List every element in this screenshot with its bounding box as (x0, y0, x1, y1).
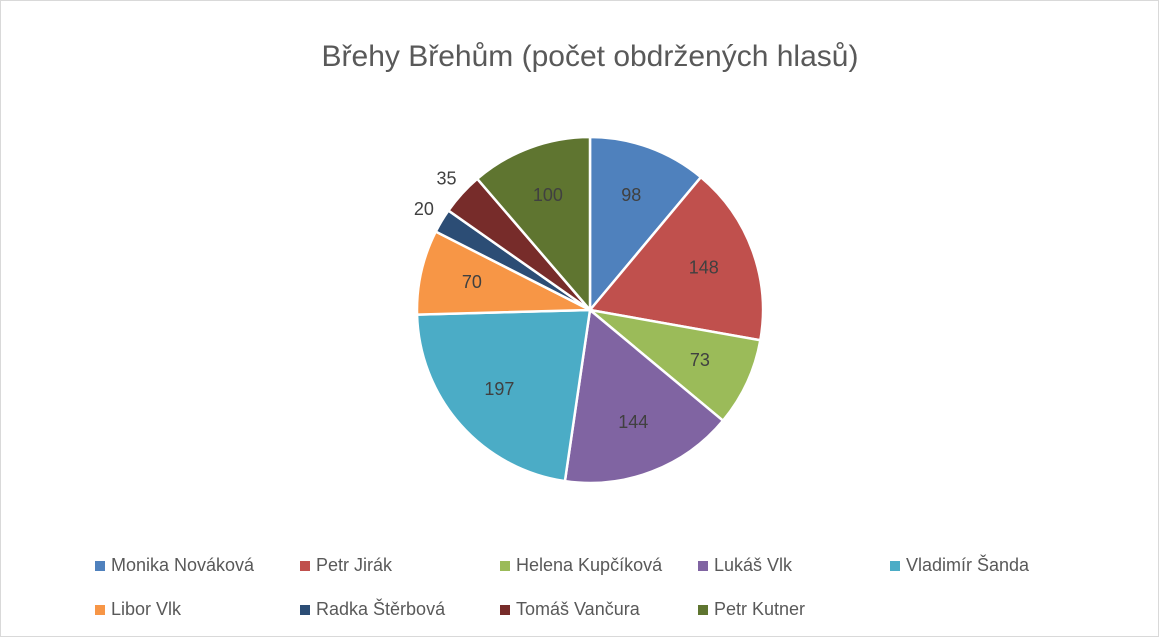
legend-label: Monika Nováková (111, 555, 255, 575)
pie-slice (415, 308, 592, 483)
legend-label: Petr Kutner (714, 599, 805, 619)
pie-slice (585, 307, 762, 423)
data-label: 70 (462, 272, 482, 292)
legend-swatch (95, 605, 105, 615)
legend-swatch (500, 605, 510, 615)
legend-label: Vladimír Šanda (906, 554, 1030, 575)
pie-slice (587, 175, 765, 342)
legend-swatch (698, 605, 708, 615)
legend-swatch (300, 605, 310, 615)
pie-slice (588, 135, 703, 314)
legend-swatch (890, 561, 900, 571)
data-label: 197 (484, 379, 514, 399)
pie-slice (563, 307, 725, 485)
data-label: 35 (436, 169, 456, 189)
legend-label: Petr Jirák (316, 555, 393, 575)
pie-slice (475, 135, 592, 314)
data-label: 73 (690, 350, 710, 370)
data-label: 20 (414, 199, 434, 219)
data-label: 98 (621, 185, 641, 205)
legend-label: Radka Štěrbová (316, 598, 446, 619)
legend-label: Helena Kupčíková (516, 555, 663, 575)
legend-label: Lukáš Vlk (714, 555, 793, 575)
chart-title: Břehy Břehům (počet obdržených hlasů) (322, 40, 859, 73)
data-label: 148 (689, 257, 719, 277)
legend-swatch (698, 561, 708, 571)
legend-label: Libor Vlk (111, 599, 182, 619)
data-label: 144 (618, 412, 648, 432)
legend-swatch (500, 561, 510, 571)
legend-swatch (95, 561, 105, 571)
legend-swatch (300, 561, 310, 571)
legend-label: Tomáš Vančura (516, 599, 641, 619)
data-label: 100 (533, 185, 563, 205)
